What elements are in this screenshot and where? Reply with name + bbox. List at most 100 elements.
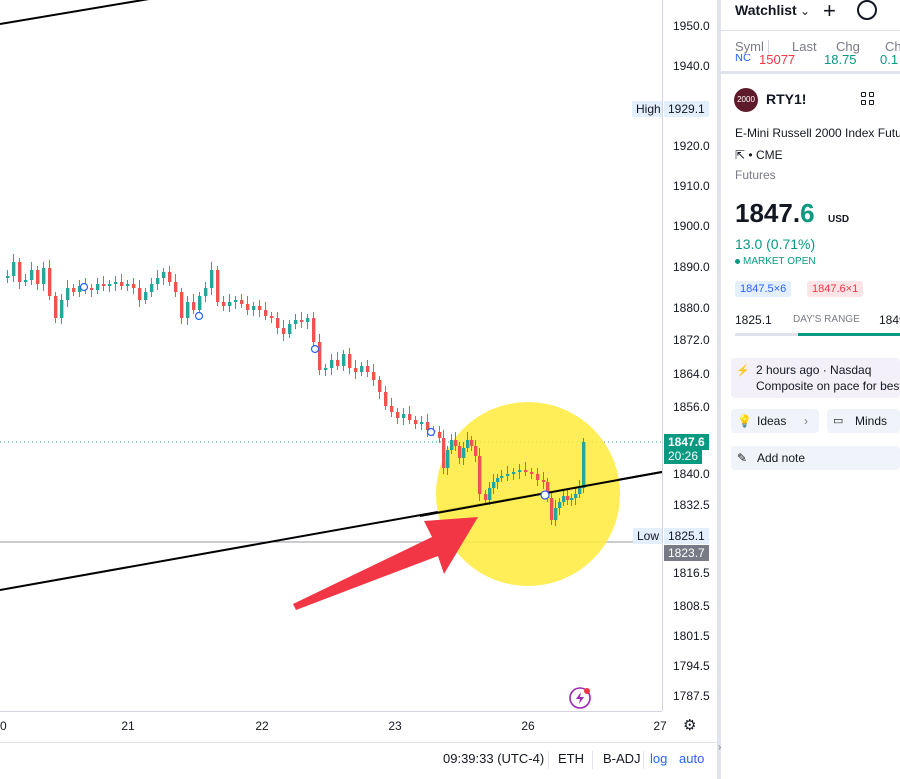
separator	[548, 751, 549, 769]
candle-body	[454, 440, 458, 446]
add-note-button[interactable]: ✎ Add note	[731, 446, 900, 470]
adjust-toggle[interactable]: B-ADJ	[603, 751, 641, 766]
currency-label: USD	[828, 214, 850, 225]
section-divider[interactable]	[721, 71, 900, 74]
symbol-logo: 2000	[734, 88, 758, 112]
time-axis[interactable]: 20 21 22 23 26 27	[0, 711, 667, 741]
chart-canvas[interactable]	[0, 0, 662, 711]
candle-body	[496, 478, 500, 482]
market-status-text: MARKET OPEN	[743, 256, 816, 267]
time-tick: 26	[521, 719, 535, 733]
col-chg[interactable]: Chg	[836, 39, 860, 54]
edit-icon: ✎	[737, 451, 748, 465]
candle-body	[300, 320, 304, 322]
gear-icon[interactable]: ⚙	[683, 717, 697, 734]
price-chart[interactable]: High Low	[0, 0, 662, 711]
log-scale-toggle[interactable]: log	[650, 751, 668, 766]
price-tick: 1920.0	[673, 139, 710, 153]
pie-chart-icon[interactable]	[857, 0, 877, 20]
symbol-name[interactable]: RTY1!	[766, 91, 807, 107]
candle-body	[546, 482, 550, 498]
candle-body	[488, 488, 492, 500]
anchor-dot	[310, 344, 320, 354]
bottom-toolbar: 09:39:33 (UTC-4) ETH B-ADJ log auto	[0, 742, 717, 779]
lightning-icon: ⚡	[736, 365, 750, 377]
candle-body	[458, 446, 462, 458]
exchange-label[interactable]: ⇱ • CME	[735, 148, 783, 162]
panel-divider[interactable]	[717, 0, 721, 779]
symbol-description: E-Mini Russell 2000 Index Futures	[735, 126, 900, 140]
col-sep	[768, 40, 769, 54]
candle-body	[6, 276, 10, 278]
col-last[interactable]: Last	[792, 39, 817, 54]
auto-scale-toggle[interactable]: auto	[679, 751, 705, 766]
news-headline: Composite on pace for best..	[756, 379, 900, 393]
bulb-icon: 💡	[737, 414, 752, 428]
time-tick: 20	[0, 719, 7, 733]
candle-body	[414, 420, 418, 424]
lightning-icon[interactable]	[569, 687, 591, 709]
col-chgp[interactable]: Ch	[885, 39, 900, 54]
candle-body	[54, 296, 58, 318]
red-arrow	[293, 517, 478, 610]
candle-body	[270, 316, 274, 318]
candle-body	[276, 318, 280, 328]
separator	[592, 751, 593, 769]
candle-body	[438, 432, 442, 438]
candle-body	[102, 284, 106, 286]
exchange-name: CME	[755, 148, 783, 162]
news-item[interactable]: ⚡ 2 hours ago · Nasdaq Composite on pace…	[731, 358, 900, 398]
ideas-button[interactable]: 💡 Ideas ›	[731, 409, 819, 433]
price-tick: 1890.0	[673, 260, 710, 274]
candle-body	[36, 270, 40, 284]
session-toggle[interactable]: ETH	[558, 751, 584, 766]
row-chgp: 0.1	[880, 54, 899, 67]
col-symbol[interactable]: Syml	[735, 39, 764, 54]
row-last: 15077	[759, 54, 796, 67]
candle-body	[72, 288, 76, 292]
chevron-right-icon[interactable]: ›	[718, 742, 722, 753]
grid-icon[interactable]	[861, 92, 875, 106]
candle-body	[530, 472, 534, 474]
candle-body	[378, 380, 382, 392]
external-link-icon[interactable]: ⇱	[735, 148, 746, 162]
bid-badge[interactable]: 1847.5×6	[735, 281, 792, 297]
add-symbol-icon[interactable]: +	[823, 0, 836, 23]
candle-body	[150, 284, 154, 292]
right-panel: Watchlist ⌄ + Syml Last Chg Ch NC 15077 …	[721, 0, 900, 779]
candle-body	[228, 302, 232, 306]
candle-body	[144, 292, 148, 300]
candle-body	[524, 470, 528, 472]
watchlist-row[interactable]: NC 15077 18.75 0.1	[721, 54, 900, 70]
price-axis[interactable]: 1950.0 1940.0 1929.1 1920.0 1910.0 1900.0 1890…	[662, 0, 717, 711]
anchor-dot	[194, 311, 204, 321]
candle-body	[506, 474, 510, 476]
candle-body	[484, 494, 488, 500]
watchlist-title[interactable]: Watchlist	[735, 2, 797, 18]
candle-body	[234, 300, 238, 302]
price-tick: 1940.0	[673, 59, 710, 73]
candle-body	[354, 368, 358, 372]
highlight-circle	[436, 402, 620, 586]
candle-body	[66, 288, 70, 300]
candle-body	[288, 324, 292, 334]
candle-body	[408, 414, 412, 420]
candle-body	[518, 470, 522, 472]
candle-body	[578, 488, 582, 494]
price-tick: 1910.0	[673, 179, 710, 193]
price-tick: 1801.5	[673, 629, 710, 643]
candle-body	[198, 296, 202, 310]
price-tick: 1832.5	[673, 498, 710, 512]
minds-button[interactable]: ▭ Minds	[827, 409, 900, 433]
separator	[643, 751, 644, 769]
candle-body	[126, 284, 130, 286]
clock-readout[interactable]: 09:39:33 (UTC-4)	[443, 751, 545, 766]
ask-badge[interactable]: 1847.6×1	[807, 281, 864, 297]
chevron-down-icon[interactable]: ⌄	[800, 4, 811, 18]
day-high: 1849	[879, 313, 900, 327]
candle-body	[462, 448, 466, 458]
candle-body	[216, 270, 220, 302]
candle-body	[492, 482, 496, 488]
candle-body	[478, 456, 482, 494]
candle-body	[18, 262, 22, 282]
